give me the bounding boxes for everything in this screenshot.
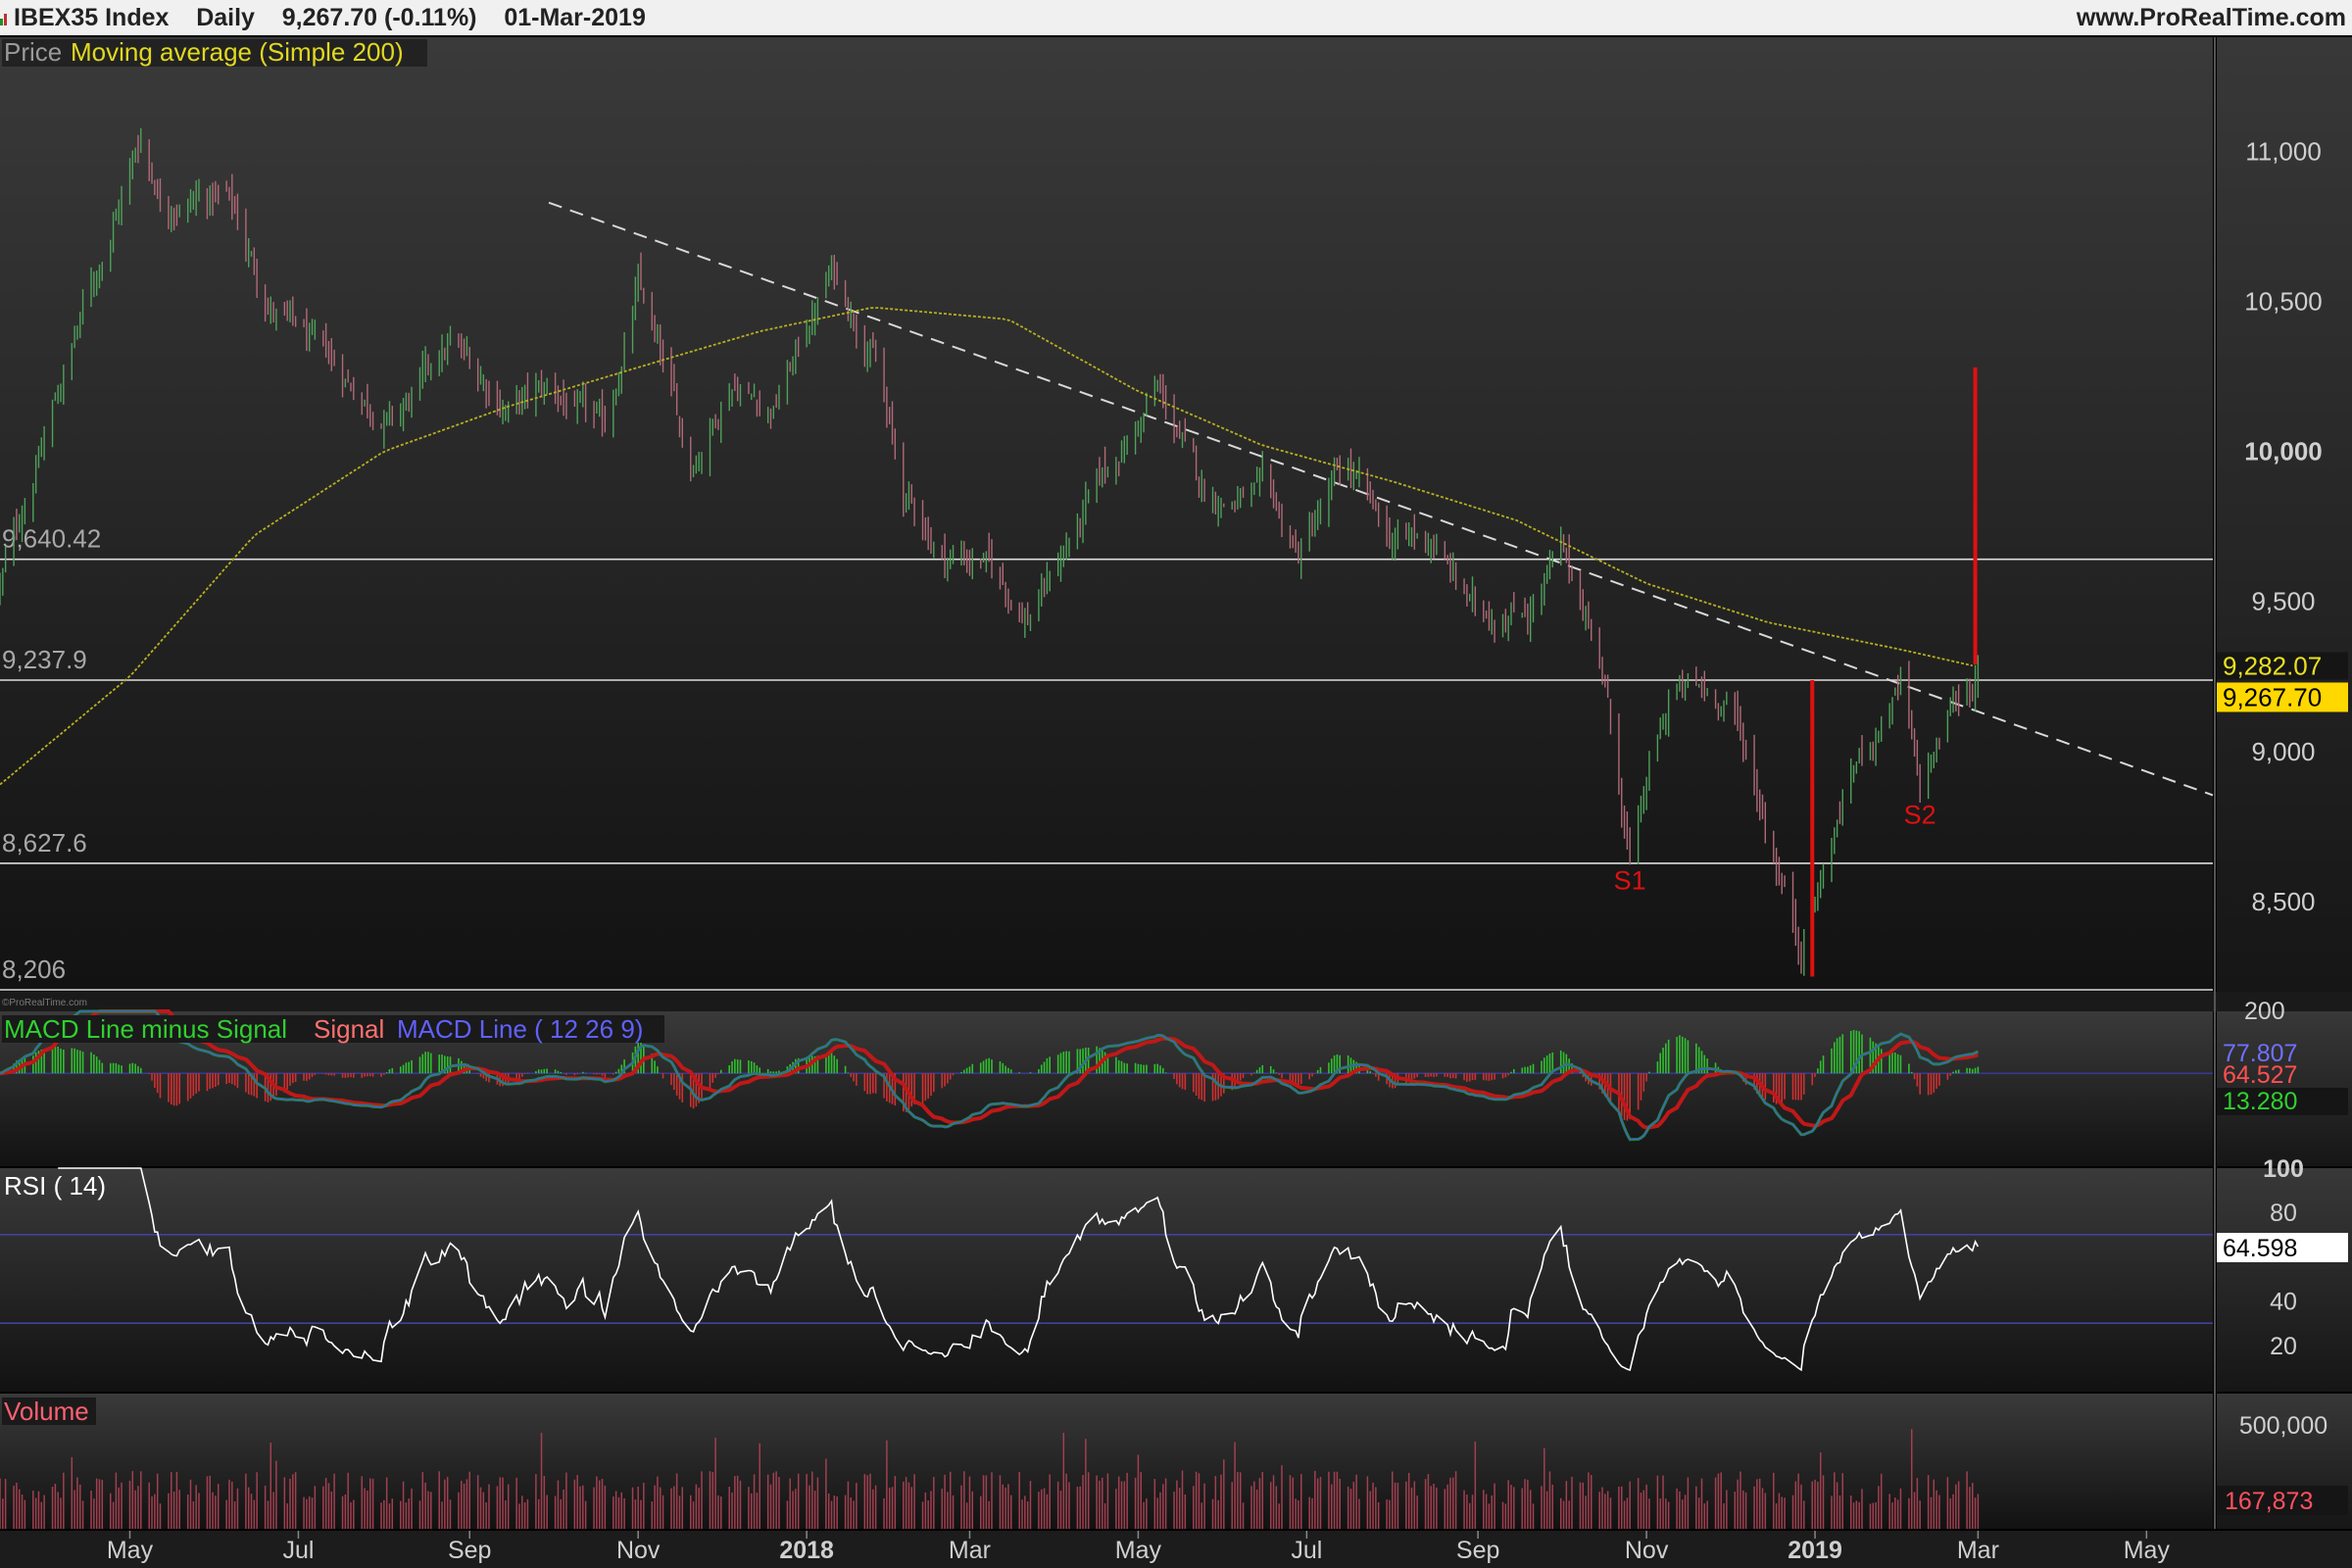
- price-axis-tick: 9,000: [2251, 737, 2315, 766]
- panel-bg: [0, 1168, 2213, 1392]
- header-symbol: IBEX35 Index: [14, 4, 170, 31]
- header-last: 9,267.70 (-0.11%): [281, 4, 477, 31]
- ma-value: 9,282.07: [2223, 651, 2322, 680]
- macd-value: 77.807: [2223, 1040, 2297, 1067]
- volume-legend: Volume: [4, 1396, 89, 1426]
- time-axis-label: 2018: [779, 1537, 834, 1564]
- swing-label: S1: [1614, 866, 1646, 896]
- macd-legend-bg: [2, 1015, 664, 1043]
- price-axis-tick: 10,500: [2244, 286, 2323, 316]
- price-legend: Price: [4, 37, 62, 67]
- axis-bg: [2217, 37, 2352, 992]
- hist-value: 13.280: [2223, 1088, 2297, 1115]
- volume-legend-bg: [2, 1397, 96, 1425]
- support-line-label: 8,627.6: [2, 828, 87, 858]
- swing-label: S2: [1904, 800, 1936, 829]
- support-line-label: 9,640.42: [2, 524, 101, 554]
- time-axis-label: May: [1115, 1537, 1162, 1564]
- header-period: Daily: [196, 4, 255, 31]
- axis-strip: [0, 1531, 2352, 1568]
- time-axis-label: Nov: [616, 1537, 661, 1564]
- price-axis-tick: 11,000: [2245, 136, 2322, 166]
- price-legend-bg: [2, 39, 427, 67]
- rsi-panel: 100 80 40 20 64.598: [0, 1155, 2348, 1372]
- axis-bg: [2217, 1168, 2352, 1392]
- price-axis-tick: 10,000: [2244, 437, 2323, 466]
- hist-value-box: [2217, 1088, 2348, 1115]
- trendline: [548, 201, 2214, 797]
- rsi-value: 64.598: [2223, 1235, 2297, 1262]
- header-date: 01-Mar-2019: [504, 4, 646, 31]
- time-axis-label: May: [2124, 1537, 2171, 1564]
- time-axis-label: Mar: [949, 1537, 991, 1564]
- signal-legend: Signal: [314, 1014, 384, 1044]
- rsi-value-box: [2217, 1233, 2348, 1263]
- time-axis-label: Sep: [448, 1537, 491, 1564]
- time-axis-label: 2019: [1788, 1537, 1842, 1564]
- ma-legend: Moving average (Simple 200): [71, 37, 404, 67]
- time-axis: May Jul Sep Nov 2018 Mar May Jul Sep Nov 2019 Mar Ma…: [107, 1531, 2171, 1564]
- rsi-line: [58, 1167, 1980, 1372]
- support-line-label: 9,237.9: [2, 645, 87, 674]
- macd-line-legend: MACD Line ( 12 26 9): [397, 1014, 643, 1044]
- time-axis-label: May: [107, 1537, 154, 1564]
- chart-header: IBEX35 Index Daily 9,267.70 (-0.11%) 01-…: [0, 0, 2352, 35]
- volume-panel: 500,000 167,873: [0, 1412, 2348, 1529]
- time-axis-label: Nov: [1625, 1537, 1669, 1564]
- time-axis-label: Jul: [1291, 1537, 1322, 1564]
- rsi-axis-tick: 80: [2270, 1200, 2297, 1227]
- macd-hist-legend: MACD Line minus Signal: [4, 1014, 287, 1044]
- price-panel: 9,640.42 9,237.9 8,627.6 8,206 S1 S2 11,000 10,…: [0, 127, 2348, 1008]
- volume-axis-tick: 500,000: [2239, 1412, 2328, 1440]
- last-price-box: [2217, 682, 2348, 712]
- time-axis-label: Sep: [1456, 1537, 1499, 1564]
- legends: Price Moving average (Simple 200) MACD Lin…: [2, 37, 664, 1426]
- moving-average-line: [0, 307, 1973, 786]
- price-axis-tick: 8,500: [2251, 887, 2315, 916]
- ma-value-box: [2217, 652, 2348, 680]
- rsi-axis-tick: 20: [2270, 1333, 2297, 1360]
- rsi-axis-tick: 100: [2263, 1155, 2304, 1183]
- panel-backgrounds: [0, 37, 2352, 1568]
- last-price-value: 9,267.70: [2223, 682, 2322, 711]
- rsi-legend: RSI ( 14): [4, 1171, 106, 1200]
- volume-value-box: [2217, 1486, 2348, 1515]
- time-axis-label: Mar: [1957, 1537, 1999, 1564]
- price-axis-tick: 9,500: [2251, 587, 2315, 616]
- macd-line-core: [0, 1010, 1979, 1141]
- signal-value: 64.527: [2223, 1061, 2297, 1089]
- panel-bg: [0, 37, 2213, 992]
- time-axis-label: Jul: [282, 1537, 314, 1564]
- panel-gap: [0, 992, 2352, 1011]
- panel-bg: [0, 1394, 2213, 1529]
- header-site: www.ProRealTime.com: [2076, 4, 2346, 31]
- watermark: ©ProRealTime.com: [2, 998, 87, 1008]
- support-line-label: 8,206: [2, 955, 66, 984]
- candle-icon: [0, 10, 10, 25]
- volume-value: 167,873: [2225, 1488, 2313, 1515]
- rsi-axis-tick: 40: [2270, 1289, 2297, 1316]
- macd-axis-tick: 200: [2244, 998, 2285, 1025]
